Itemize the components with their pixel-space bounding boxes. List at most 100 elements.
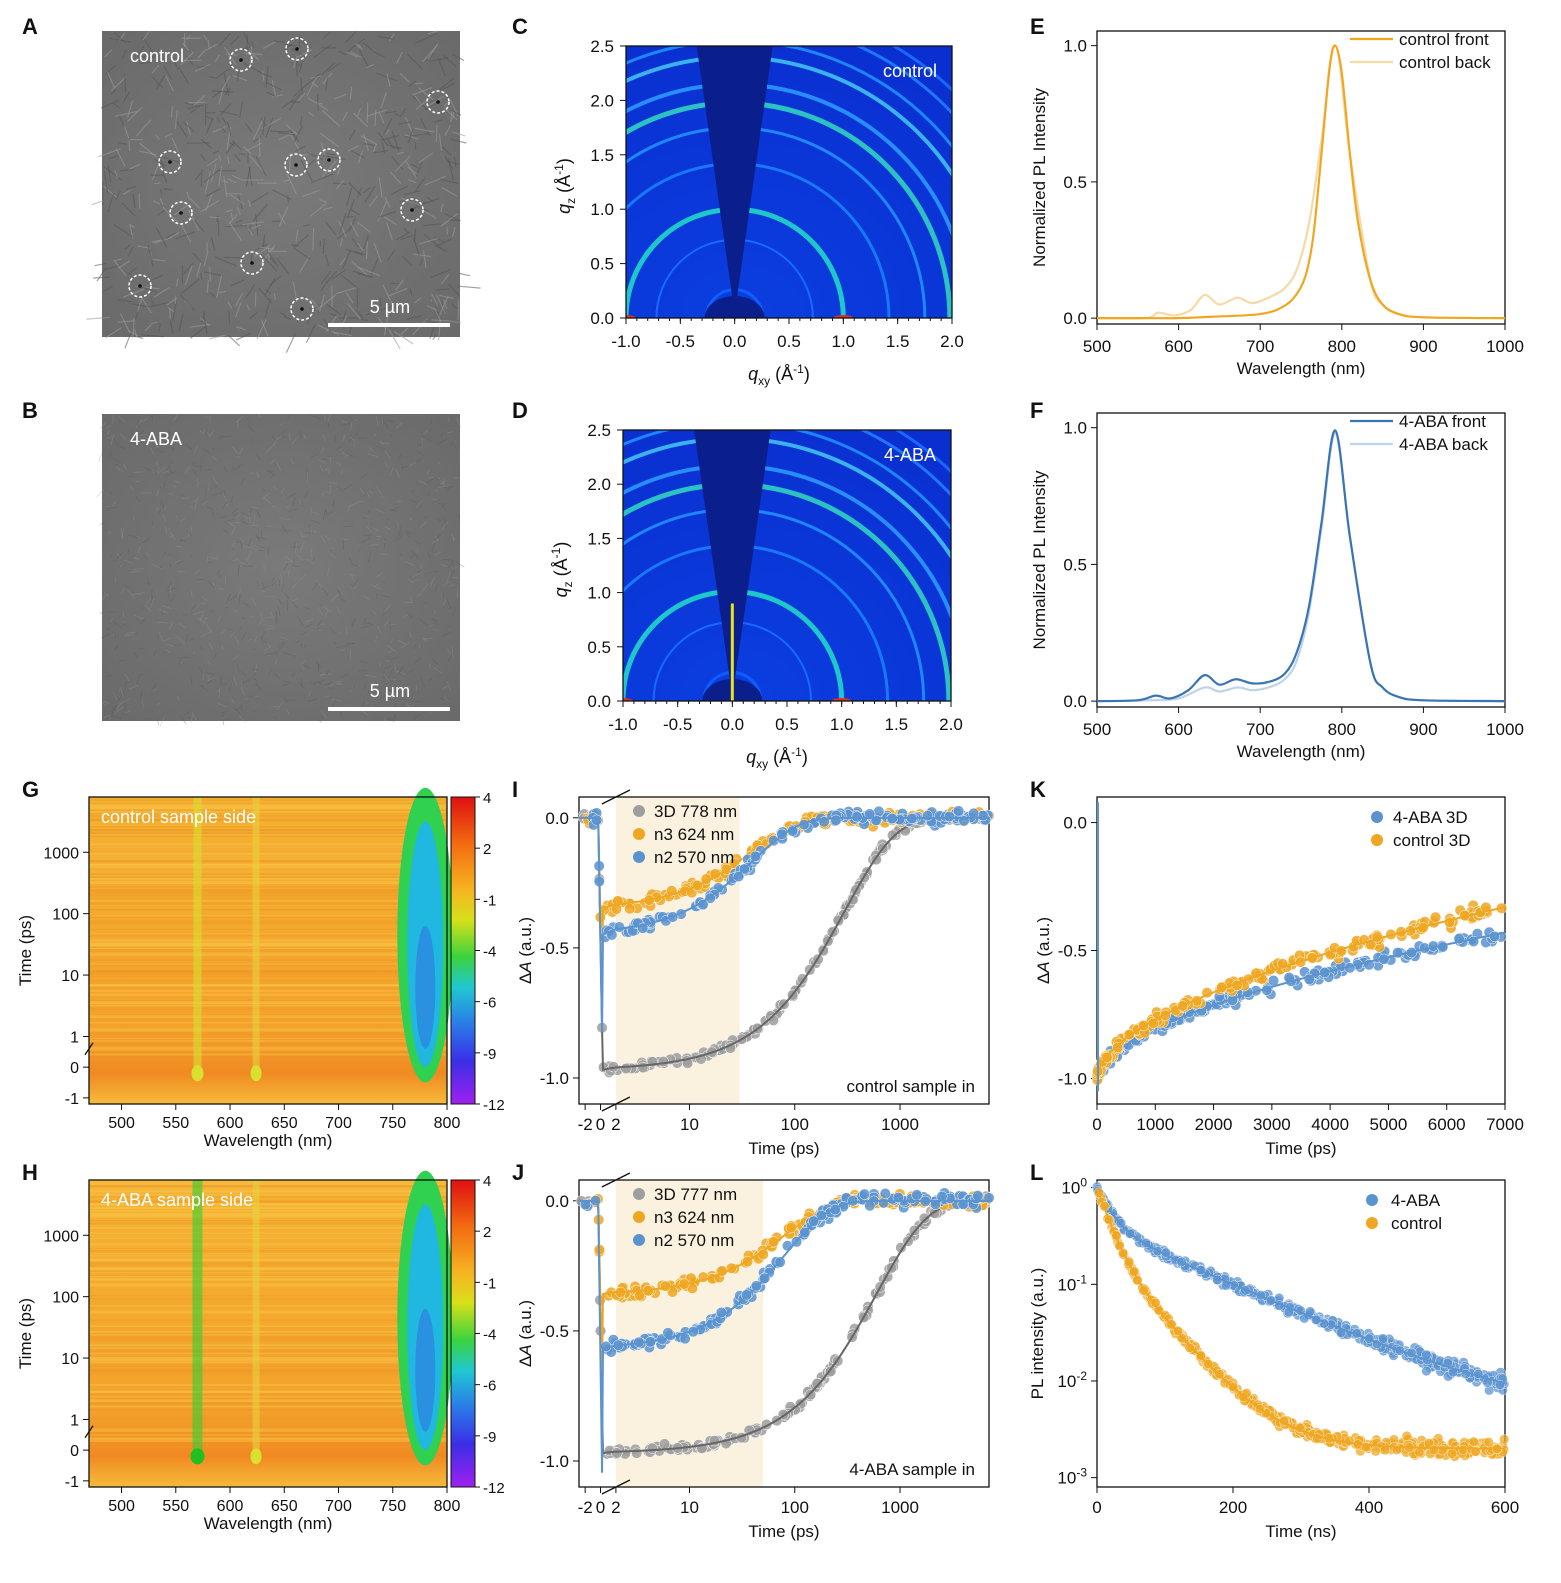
sem-grain <box>400 234 414 241</box>
sem-grain <box>241 512 251 517</box>
sem-grain <box>120 588 126 595</box>
sem-grain <box>238 152 246 156</box>
sem-grain <box>269 649 281 656</box>
sem-grain <box>100 99 119 109</box>
noise-stripe <box>89 1339 447 1342</box>
sem-grain <box>450 567 455 577</box>
sem-grain <box>218 154 222 162</box>
sem-grain <box>164 431 172 437</box>
sem-grain <box>408 578 414 584</box>
sem-grain <box>457 299 460 320</box>
sem-grain <box>117 320 135 323</box>
sem-grain <box>335 445 342 451</box>
noise-stripe <box>89 1390 447 1393</box>
noise-stripe <box>89 1295 447 1297</box>
sem-grain <box>166 553 173 557</box>
x-tick-label: 900 <box>1409 720 1437 739</box>
x-tick-label: 600 <box>217 1115 244 1132</box>
sem-grain <box>127 107 143 122</box>
sem-grain <box>317 324 340 336</box>
sem-grain <box>132 568 144 571</box>
missing-wedge <box>694 430 771 697</box>
sem-grain <box>396 231 411 241</box>
fit-line <box>579 1199 989 1473</box>
sem-grain <box>224 256 244 259</box>
scale-bar <box>328 707 450 711</box>
sem-grain <box>165 75 174 92</box>
sem-grain <box>449 100 460 118</box>
sem-grain <box>192 610 203 616</box>
noise-stripe <box>89 995 447 997</box>
sem-grain <box>407 178 417 184</box>
y-tick-label: -1 <box>65 1474 79 1491</box>
sem-grain <box>410 552 416 559</box>
noise-stripe <box>89 805 447 808</box>
sem-grain <box>134 614 144 620</box>
plot-frame <box>578 1179 990 1488</box>
sem-grain <box>230 558 240 563</box>
noise-stripe <box>89 812 447 815</box>
y-axis-label: Time (ps) <box>16 915 35 986</box>
sem-grain <box>459 272 471 277</box>
sem-grain <box>173 414 179 422</box>
noise-stripe <box>89 1262 447 1265</box>
noise-stripe <box>89 1219 447 1222</box>
noise-stripe <box>89 1277 447 1280</box>
sem-grain <box>434 489 439 492</box>
noise-stripe <box>89 889 447 892</box>
sem-grain <box>139 61 152 65</box>
data-point <box>864 808 876 820</box>
sem-grain <box>145 605 152 612</box>
noise-stripe <box>89 847 447 850</box>
sem-grain <box>246 551 253 562</box>
sem-grain <box>239 447 243 455</box>
sem-grain <box>261 585 270 590</box>
sem-grain <box>396 670 406 675</box>
sem-grain <box>226 718 232 720</box>
sem-grain <box>381 141 386 154</box>
x-axis-label: Time (ps) <box>748 1139 819 1158</box>
sem-grain <box>181 278 200 295</box>
colorbar <box>450 796 476 1105</box>
data-point <box>1370 1446 1381 1457</box>
sem-grain <box>451 562 455 567</box>
sem-grain <box>451 607 457 617</box>
sem-grain <box>384 604 391 612</box>
sem-grain <box>116 701 123 710</box>
noise-stripe <box>89 920 447 923</box>
sem-grain <box>312 511 320 515</box>
noise-stripe <box>89 963 447 965</box>
sem-grain <box>143 718 152 720</box>
sem-grain <box>390 676 395 683</box>
sem-grain <box>285 124 299 137</box>
sem-grain <box>401 642 410 649</box>
x-tick-label: -0.5 <box>666 332 695 351</box>
sem-grain <box>451 440 457 450</box>
noise-stripe <box>89 871 447 873</box>
sem-grain <box>321 491 324 498</box>
sem-grain <box>209 292 216 298</box>
x-tick-label: 700 <box>1246 337 1274 356</box>
sem-grain <box>426 476 436 484</box>
sem-grain <box>244 515 248 519</box>
sem-grain <box>188 638 195 641</box>
y-tick-label: 1.0 <box>1063 419 1087 438</box>
noise-stripe <box>89 851 447 854</box>
panel-label-j: J <box>512 1160 524 1185</box>
noise-stripe <box>89 1391 447 1393</box>
sem-grain <box>197 666 205 675</box>
sem-grain <box>252 118 264 140</box>
noise-stripe <box>89 1227 447 1229</box>
plot-frame <box>88 1179 448 1488</box>
sem-grain <box>252 54 259 60</box>
noise-stripe <box>89 1200 447 1202</box>
sem-grain <box>190 590 193 598</box>
sem-grain <box>373 583 379 588</box>
sem-grain <box>302 535 308 537</box>
sem-grain <box>327 413 332 421</box>
sem-grain <box>427 43 439 60</box>
sem-grain <box>357 221 371 233</box>
y-tick-label: 2.5 <box>590 37 614 56</box>
sem-grain <box>106 429 111 435</box>
sem-grain <box>350 584 354 588</box>
